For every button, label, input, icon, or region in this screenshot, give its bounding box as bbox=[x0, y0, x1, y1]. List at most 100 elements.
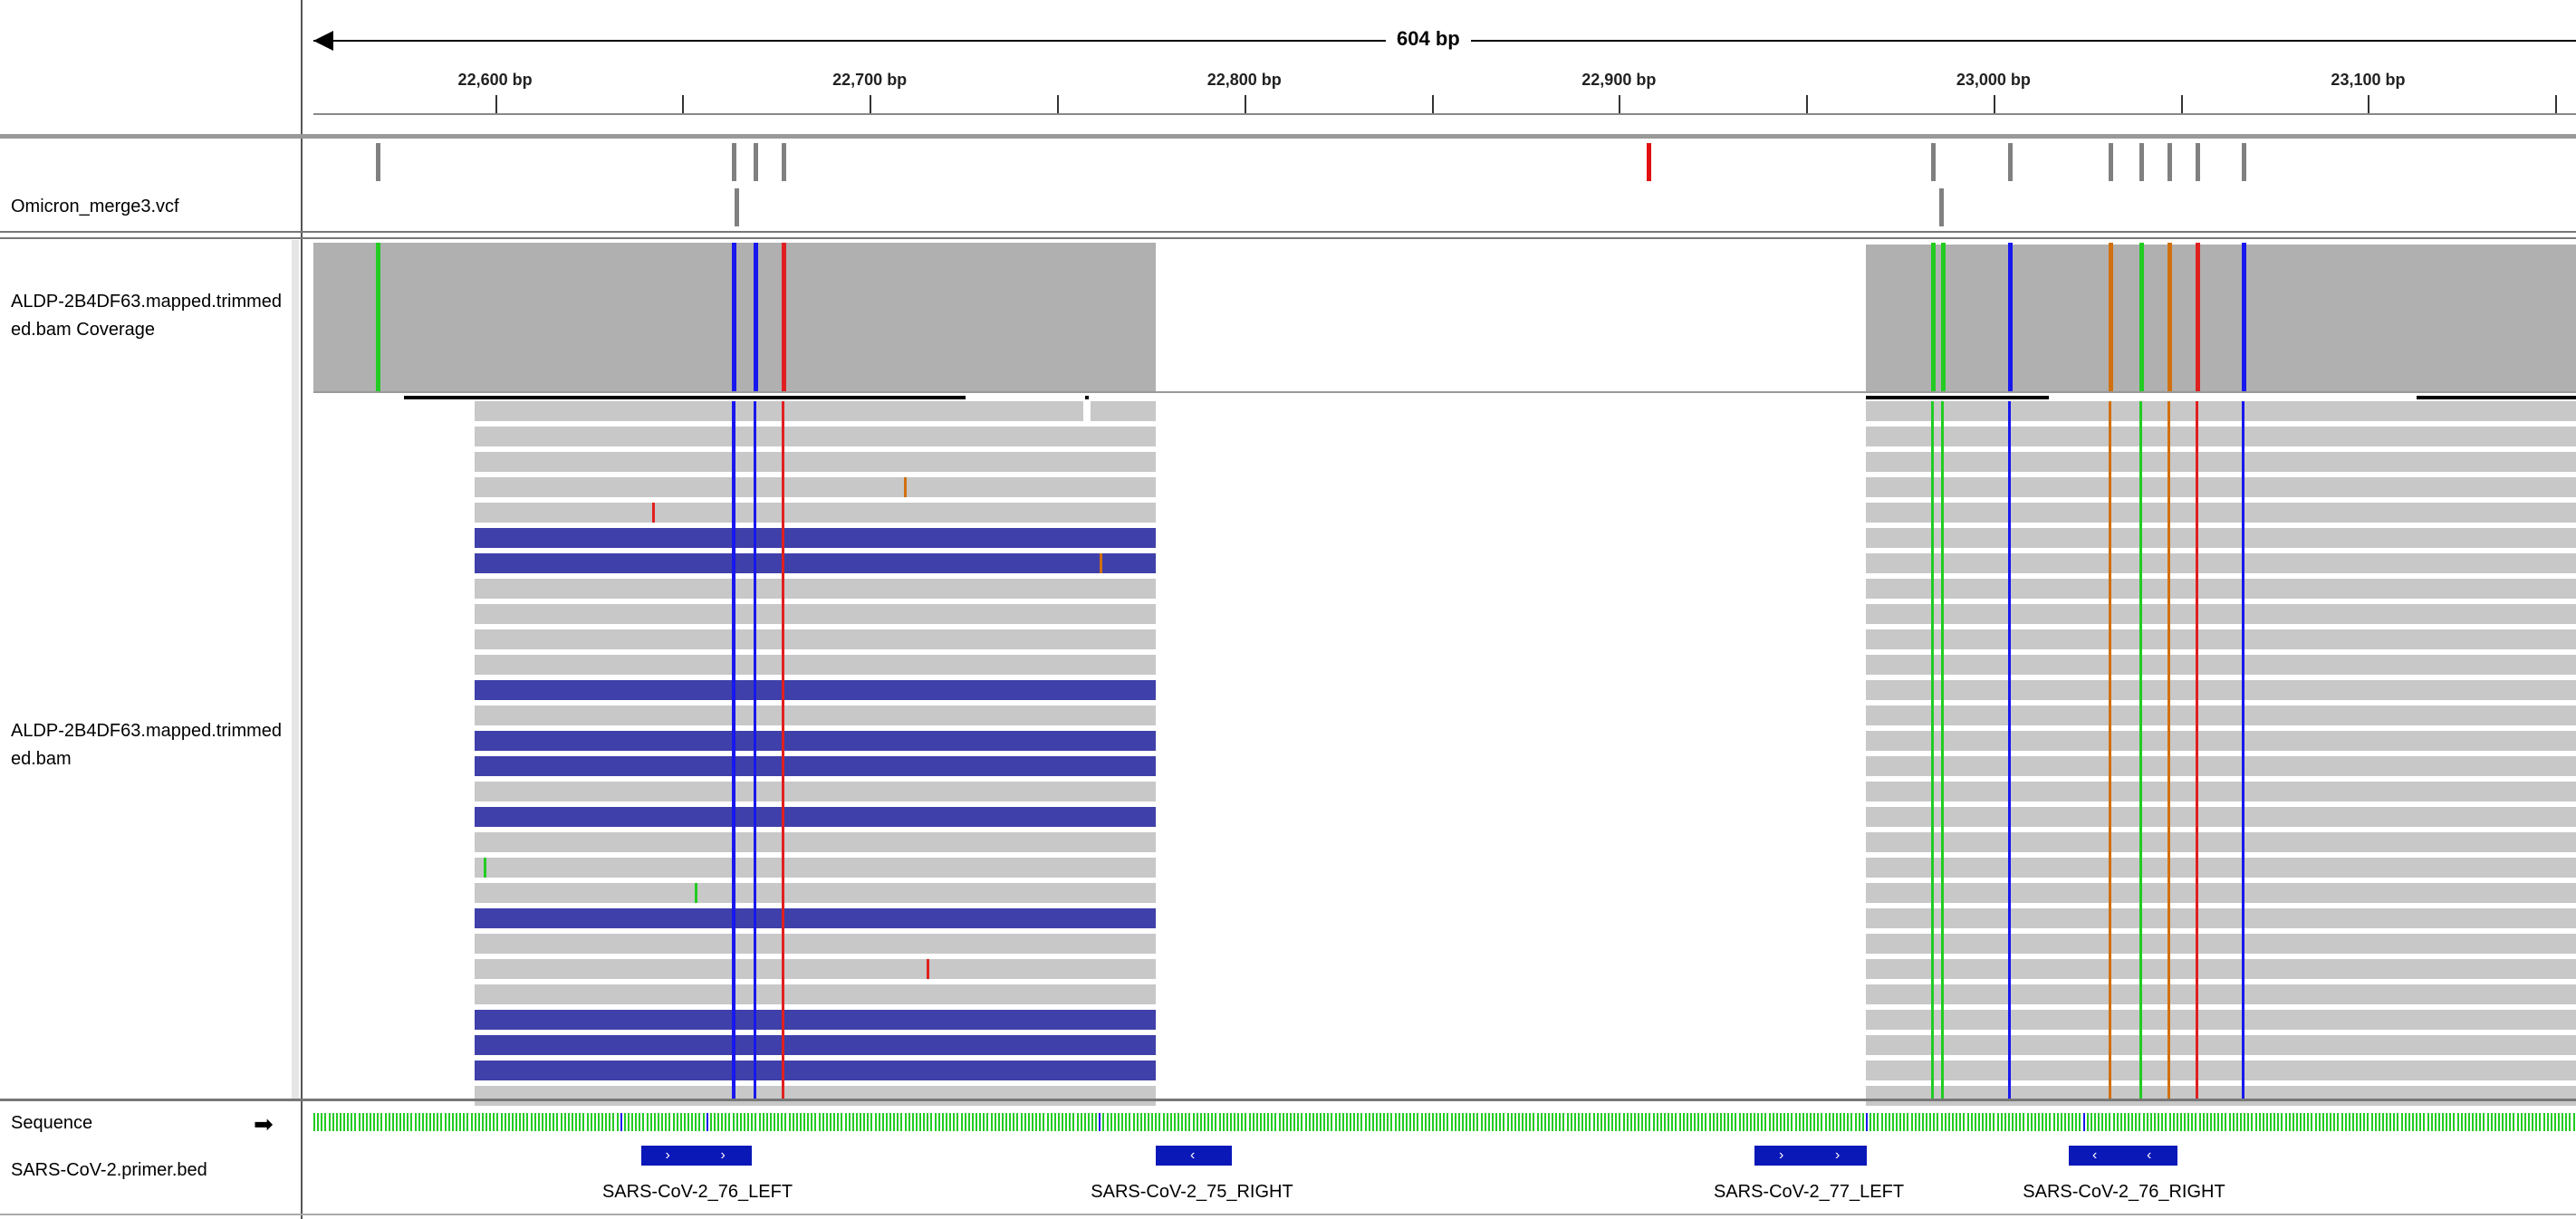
read[interactable] bbox=[1866, 934, 2576, 954]
read[interactable] bbox=[475, 427, 1156, 446]
vcf-variant-marker[interactable] bbox=[732, 143, 736, 181]
read[interactable] bbox=[1866, 579, 2576, 599]
read[interactable] bbox=[1866, 908, 2576, 928]
mismatch-base[interactable] bbox=[652, 503, 655, 523]
read[interactable] bbox=[1866, 883, 2576, 903]
read[interactable] bbox=[1866, 858, 2576, 878]
read[interactable] bbox=[475, 401, 1083, 421]
read[interactable] bbox=[475, 629, 1156, 649]
mismatch-base[interactable] bbox=[1100, 553, 1102, 573]
vcf-variant-marker[interactable] bbox=[1647, 143, 1651, 181]
read[interactable] bbox=[1866, 807, 2576, 827]
mismatch-base[interactable] bbox=[927, 959, 929, 979]
mismatch-column[interactable] bbox=[2167, 401, 2170, 1099]
read[interactable] bbox=[1866, 680, 2576, 700]
mismatch-base[interactable] bbox=[695, 883, 697, 903]
read[interactable] bbox=[1866, 427, 2576, 446]
read[interactable] bbox=[1866, 553, 2576, 573]
read[interactable] bbox=[475, 528, 1156, 548]
mismatch-column[interactable] bbox=[2139, 401, 2142, 1099]
read[interactable] bbox=[1866, 984, 2576, 1004]
coverage-variant-bar[interactable] bbox=[2242, 243, 2246, 391]
mismatch-column[interactable] bbox=[2242, 401, 2244, 1099]
read[interactable] bbox=[475, 782, 1156, 801]
read[interactable] bbox=[1866, 401, 2576, 421]
vcf-variant-marker[interactable] bbox=[735, 188, 739, 226]
vcf-variant-marker[interactable] bbox=[782, 143, 786, 181]
coverage-variant-bar[interactable] bbox=[1931, 243, 1936, 391]
scrollbar-track[interactable] bbox=[292, 240, 299, 1100]
alignment-track-label[interactable]: ALDP-2B4DF63.mapped.trimmed ed.bam bbox=[11, 721, 283, 769]
read[interactable] bbox=[1866, 655, 2576, 675]
read[interactable] bbox=[475, 883, 1156, 903]
read[interactable] bbox=[1866, 1061, 2576, 1080]
read[interactable] bbox=[1866, 782, 2576, 801]
read[interactable] bbox=[1866, 1010, 2576, 1030]
read[interactable] bbox=[1866, 705, 2576, 725]
mismatch-column[interactable] bbox=[782, 401, 784, 1099]
read[interactable] bbox=[475, 1061, 1156, 1080]
read[interactable] bbox=[475, 452, 1156, 472]
coverage-variant-bar[interactable] bbox=[376, 243, 380, 391]
coverage-variant-bar[interactable] bbox=[2008, 243, 2013, 391]
mismatch-column[interactable] bbox=[1941, 401, 1944, 1099]
mismatch-column[interactable] bbox=[2109, 401, 2111, 1099]
read[interactable] bbox=[475, 959, 1156, 979]
read[interactable] bbox=[475, 579, 1156, 599]
read[interactable] bbox=[475, 1035, 1156, 1055]
read[interactable] bbox=[475, 1086, 1156, 1106]
read[interactable] bbox=[475, 756, 1156, 776]
primer-feature[interactable]: ‹ bbox=[1156, 1146, 1232, 1166]
mismatch-column[interactable] bbox=[732, 401, 735, 1099]
read[interactable] bbox=[1091, 401, 1156, 421]
read[interactable] bbox=[475, 705, 1156, 725]
coverage-variant-bar[interactable] bbox=[2109, 243, 2113, 391]
read[interactable] bbox=[1866, 1035, 2576, 1055]
coverage-variant-bar[interactable] bbox=[754, 243, 758, 391]
mismatch-column[interactable] bbox=[754, 401, 756, 1099]
vcf-track-label[interactable]: Omicron_merge3.vcf bbox=[11, 197, 179, 216]
vcf-variant-marker[interactable] bbox=[2242, 143, 2246, 181]
read[interactable] bbox=[1866, 477, 2576, 497]
read[interactable] bbox=[1866, 1086, 2576, 1106]
read[interactable] bbox=[475, 832, 1156, 852]
read[interactable] bbox=[1866, 452, 2576, 472]
mismatch-column[interactable] bbox=[2196, 401, 2198, 1099]
read[interactable] bbox=[1866, 629, 2576, 649]
sequence-track[interactable] bbox=[313, 1113, 2576, 1131]
read[interactable] bbox=[1866, 756, 2576, 776]
mismatch-base[interactable] bbox=[484, 858, 486, 878]
vcf-variant-marker[interactable] bbox=[1931, 143, 1936, 181]
read[interactable] bbox=[1866, 959, 2576, 979]
primer-feature[interactable]: › › bbox=[641, 1146, 752, 1166]
coverage-variant-bar[interactable] bbox=[1941, 243, 1946, 391]
read[interactable] bbox=[475, 984, 1156, 1004]
vcf-variant-marker[interactable] bbox=[2167, 143, 2172, 181]
primer-feature[interactable]: ‹ ‹ bbox=[2069, 1146, 2177, 1166]
sequence-track-label[interactable]: Sequence bbox=[11, 1113, 93, 1133]
read[interactable] bbox=[475, 934, 1156, 954]
read[interactable] bbox=[475, 477, 1156, 497]
vcf-variant-marker[interactable] bbox=[2139, 143, 2144, 181]
read[interactable] bbox=[475, 655, 1156, 675]
coverage-variant-bar[interactable] bbox=[782, 243, 786, 391]
read[interactable] bbox=[1866, 604, 2576, 624]
read[interactable] bbox=[1866, 832, 2576, 852]
read[interactable] bbox=[475, 731, 1156, 751]
vcf-variant-marker[interactable] bbox=[2008, 143, 2013, 181]
read[interactable] bbox=[475, 503, 1156, 523]
mismatch-base[interactable] bbox=[904, 477, 907, 497]
read[interactable] bbox=[475, 807, 1156, 827]
read[interactable] bbox=[475, 553, 1156, 573]
read[interactable] bbox=[475, 908, 1156, 928]
coverage-variant-bar[interactable] bbox=[2139, 243, 2144, 391]
coverage-variant-bar[interactable] bbox=[732, 243, 736, 391]
coverage-block[interactable] bbox=[1866, 245, 2576, 391]
read[interactable] bbox=[1866, 528, 2576, 548]
vcf-variant-marker[interactable] bbox=[2196, 143, 2200, 181]
read[interactable] bbox=[475, 858, 1156, 878]
coverage-variant-bar[interactable] bbox=[2167, 243, 2172, 391]
strand-arrow-icon[interactable]: ➡ bbox=[254, 1110, 274, 1137]
read[interactable] bbox=[1866, 503, 2576, 523]
coverage-variant-bar[interactable] bbox=[2196, 243, 2200, 391]
